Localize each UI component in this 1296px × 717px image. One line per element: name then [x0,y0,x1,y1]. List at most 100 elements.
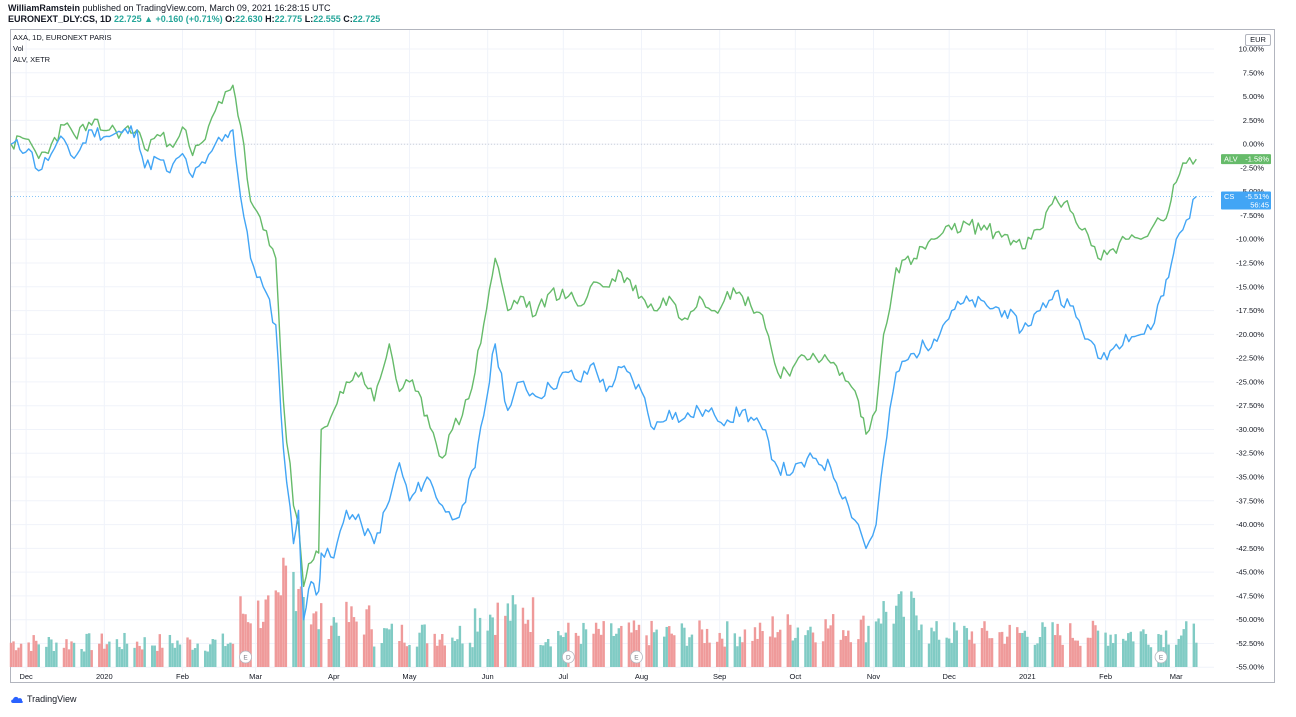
volume-bar [1177,638,1180,667]
volume-bar [1139,631,1143,667]
volume-bar [577,635,580,667]
y-tick-label: -7.50% [1240,211,1264,220]
volume-bar [425,643,429,667]
volume-bar [1124,640,1127,667]
volume-bar [1033,644,1037,667]
volume-bar [582,622,585,667]
event-marker-e[interactable]: E [1154,650,1168,664]
volume-bar [726,621,729,667]
price-label-alv: ALV -1.58% [1221,154,1271,165]
volume-bar [821,641,825,667]
volume-bar [847,630,850,667]
event-marker-e[interactable]: E [630,650,643,664]
event-circle [630,650,643,664]
volume-bar [567,622,570,667]
volume-bar [635,630,638,667]
y-tick-label: -15.00% [1236,282,1264,291]
volume-bar [196,643,199,667]
volume-bar [990,638,994,667]
volume-bar [511,595,515,667]
volume-bar [1051,622,1054,667]
volume-bar [423,624,426,667]
x-tick-label: Nov [867,672,881,681]
volume-bar [703,643,706,667]
volume-bar [771,616,774,667]
volume-bar [420,624,424,667]
tradingview-branding[interactable]: TradingView [10,694,77,704]
event-marker-d[interactable]: D [561,650,575,664]
volume-bar [415,646,419,667]
volume-bar [372,646,376,667]
volume-bar [332,617,336,667]
volume-bar [367,605,371,667]
volume-bar [188,639,192,667]
volume-bar [262,621,265,667]
volume-bar [1026,636,1029,667]
volume-bar [1089,637,1092,667]
volume-bar [486,630,489,667]
volume-bar [244,614,247,667]
volume-bar [471,647,474,667]
y-tick-label: 10.00% [1239,45,1265,54]
volume-bar [559,635,562,667]
legend-alv[interactable]: ALV, XETR [13,55,51,64]
x-tick-label: Oct [790,672,803,681]
volume-bar [630,632,633,667]
volume-bar [383,628,386,667]
volume-bar [1109,634,1112,667]
volume-bar [557,630,560,667]
volume-bar [473,608,477,667]
volume-bar [602,621,605,667]
event-circle [561,650,575,664]
legend-vol[interactable]: Vol [13,44,24,53]
author-name[interactable]: WilliamRamstein [8,3,80,13]
volume-bar [1053,635,1057,667]
currency-button[interactable]: EUR [1245,34,1271,46]
volume-bar [1041,622,1044,667]
volume-bar [1180,635,1183,667]
event-label: D [566,655,571,662]
volume-bar [203,650,207,667]
volume-bar [900,591,903,667]
volume-bar [985,630,989,667]
open-label: O: [225,14,236,24]
y-tick-label: -25.00% [1236,377,1264,386]
y-tick-label: -20.00% [1236,330,1264,339]
volume-bar [1036,643,1039,667]
event-circle [239,650,252,664]
volume-bar [1005,636,1009,667]
x-tick-label: 2020 [96,672,113,681]
volume-bar [496,602,499,667]
volume-bar [849,642,853,667]
x-tick-label: Feb [176,672,189,681]
volume-bar [524,623,527,667]
volume-bar [983,621,986,667]
volume-bar [756,638,759,667]
event-label: E [634,655,639,662]
volume-bar [12,641,15,667]
volume-bar [594,622,598,667]
volume-bar [314,611,318,667]
volume-bar [794,637,797,667]
volume-bar [67,649,71,667]
legend-axa[interactable]: AXA, 1D, EURONEXT PARIS [13,33,112,42]
series-line-cs [10,125,1197,621]
volume-bar [345,601,348,667]
volume-bar [665,626,668,667]
volume-bar [143,637,146,667]
event-marker-e[interactable]: E [239,650,252,664]
volume-bar [62,647,66,667]
volume-bar [965,628,969,667]
y-tick-label: -45.00% [1236,568,1264,577]
x-tick-label: Jun [482,672,494,681]
volume-bar [953,622,956,667]
price-label-box [1221,154,1271,165]
y-tick-label: -2.50% [1240,163,1264,172]
volume-bar [55,642,58,667]
volume-bar [385,628,388,667]
ohlc-line: EURONEXT_DLY:CS, 1D 22.725 ▲ +0.160 (+0.… [8,14,380,25]
volume-bar [214,639,217,667]
volume-bar [32,635,35,667]
